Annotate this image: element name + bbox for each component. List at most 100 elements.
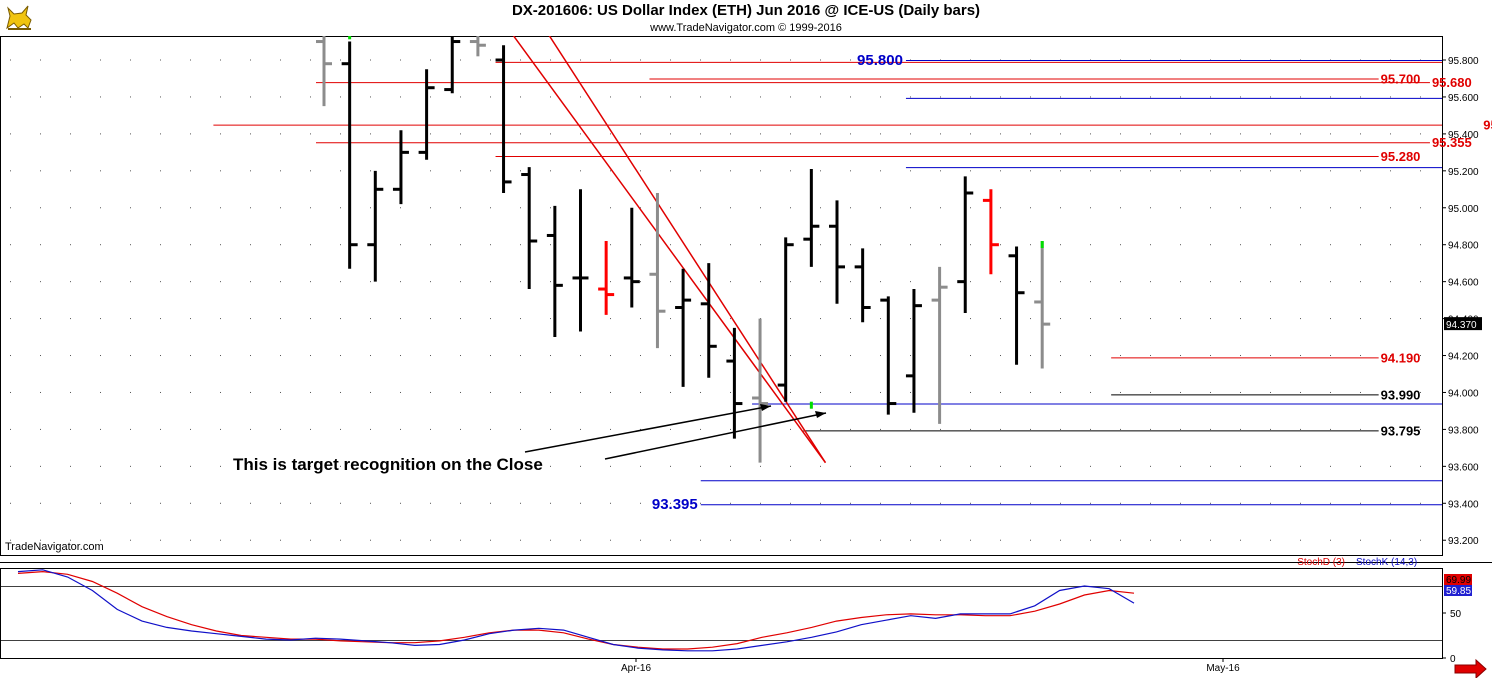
grid-dot <box>1090 391 1091 393</box>
grid-dot <box>1090 207 1091 209</box>
grid-dot <box>700 207 701 209</box>
grid-dot <box>670 391 671 393</box>
grid-dot <box>250 281 251 283</box>
grid-dot <box>940 465 941 467</box>
grid-dot <box>340 170 341 172</box>
ohlc-bars <box>316 36 1051 463</box>
grid-dot <box>10 59 11 61</box>
grid-dot <box>1030 465 1031 467</box>
grid-dot <box>700 428 701 430</box>
grid-dot <box>1420 244 1421 246</box>
grid-dot <box>250 355 251 357</box>
grid-dot <box>1090 96 1091 98</box>
grid-dot <box>70 133 71 135</box>
grid-dot <box>1330 318 1331 320</box>
grid-dot <box>760 465 761 467</box>
grid-dot <box>280 244 281 246</box>
grid-dot <box>1240 207 1241 209</box>
grid-dot <box>1030 539 1031 541</box>
grid-dot <box>460 59 461 61</box>
grid-dot <box>130 96 131 98</box>
grid-dot <box>880 59 881 61</box>
grid-dot <box>760 59 761 61</box>
grid-dot <box>70 428 71 430</box>
grid-dot <box>910 207 911 209</box>
grid-dot <box>340 133 341 135</box>
grid-dot <box>190 207 191 209</box>
grid-dot <box>790 207 791 209</box>
grid-dot <box>1180 465 1181 467</box>
grid-dot <box>1240 318 1241 320</box>
grid-dot <box>1240 428 1241 430</box>
grid-dot <box>490 170 491 172</box>
grid-dot <box>1300 133 1301 135</box>
grid-dot <box>220 207 221 209</box>
grid-dot <box>910 244 911 246</box>
grid-dot <box>310 170 311 172</box>
grid-dot <box>340 244 341 246</box>
grid-dot <box>40 170 41 172</box>
grid-dot <box>160 170 161 172</box>
grid-dot <box>340 391 341 393</box>
grid-dot <box>1330 539 1331 541</box>
grid-dot <box>550 502 551 504</box>
grid-dot <box>730 207 731 209</box>
grid-dot <box>730 428 731 430</box>
grid-dot <box>520 465 521 467</box>
grid-dot <box>190 539 191 541</box>
grid-dot <box>1060 281 1061 283</box>
grid-dot <box>430 465 431 467</box>
grid-dot <box>250 133 251 135</box>
grid-dot <box>970 391 971 393</box>
grid-dot <box>880 465 881 467</box>
grid-dot <box>850 318 851 320</box>
grid-dot <box>1120 96 1121 98</box>
grid-dot <box>250 465 251 467</box>
grid-dot <box>520 170 521 172</box>
ohlc-bar <box>598 241 615 315</box>
grid-dot <box>790 318 791 320</box>
grid-dot <box>10 207 11 209</box>
grid-dot <box>1300 207 1301 209</box>
grid-dot <box>820 207 821 209</box>
grid-dot <box>490 96 491 98</box>
grid-dot <box>10 465 11 467</box>
grid-dot <box>1210 391 1211 393</box>
grid-dot <box>400 355 401 357</box>
grid-dot <box>520 281 521 283</box>
grid-dot <box>1180 428 1181 430</box>
grid-dot <box>430 355 431 357</box>
grid-dot <box>400 59 401 61</box>
grid-dot <box>1060 391 1061 393</box>
grid-dot <box>250 96 251 98</box>
grid-dot <box>1270 502 1271 504</box>
grid-dot <box>640 539 641 541</box>
grid-dot <box>640 318 641 320</box>
grid-dot <box>1240 281 1241 283</box>
grid-dot <box>340 428 341 430</box>
grid-dot <box>820 59 821 61</box>
ohlc-bar <box>572 189 589 332</box>
grid-dot <box>1390 502 1391 504</box>
y-tick-label: 95.600 <box>1448 93 1479 104</box>
last-price-badge <box>1444 317 1482 331</box>
y-tick-label: 95.400 <box>1448 130 1479 141</box>
grid-dot <box>280 502 281 504</box>
grid-dot <box>670 502 671 504</box>
grid-dot <box>880 133 881 135</box>
stochK-line <box>17 569 1135 652</box>
grid-dot <box>160 465 161 467</box>
grid-dot <box>1090 281 1091 283</box>
grid-dot <box>310 207 311 209</box>
ohlc-bar <box>982 189 999 275</box>
grid-dot <box>220 244 221 246</box>
grid-dot <box>880 170 881 172</box>
grid-dot <box>1150 355 1151 357</box>
grid-dot <box>340 465 341 467</box>
stochK-badge-text: 59.85 <box>1446 586 1471 597</box>
grid-dot <box>1090 318 1091 320</box>
grid-dot <box>1270 96 1271 98</box>
grid-dot <box>550 355 551 357</box>
grid-dot <box>1000 539 1001 541</box>
grid-dot <box>610 170 611 172</box>
